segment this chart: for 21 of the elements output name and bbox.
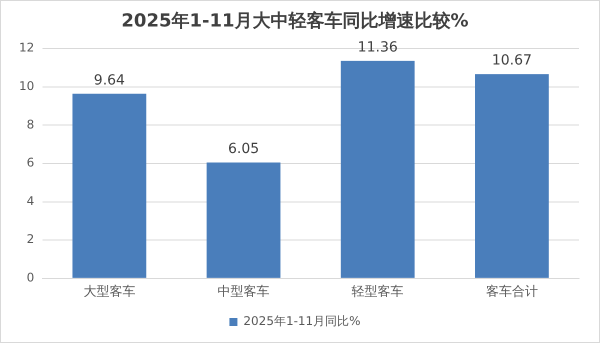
chart-title: 2025年1-11月大中轻客车同比增速比较% [121, 10, 469, 32]
bar [206, 162, 280, 278]
bar [475, 74, 549, 278]
data-label: 9.64 [94, 72, 126, 88]
x-tick-label: 中型客车 [218, 284, 270, 300]
y-tick-label: 4 [26, 194, 34, 208]
x-tick-label: 轻型客车 [352, 284, 404, 300]
y-tick-label: 0 [26, 270, 34, 285]
y-tick-label: 12 [18, 40, 34, 55]
data-label: 11.36 [358, 39, 398, 56]
y-tick-label: 6 [26, 156, 34, 170]
bar [340, 60, 415, 278]
bar [72, 94, 146, 278]
data-label: 10.67 [492, 52, 532, 69]
legend-label: 2025年1-11月同比% [243, 314, 361, 328]
x-tick-label: 客车合计 [486, 284, 538, 300]
y-tick-label: 8 [26, 117, 34, 132]
x-tick-label: 大型客车 [83, 284, 136, 300]
y-tick-label: 10 [18, 79, 34, 94]
data-label: 6.05 [228, 141, 260, 158]
y-tick-label: 2 [26, 232, 34, 246]
